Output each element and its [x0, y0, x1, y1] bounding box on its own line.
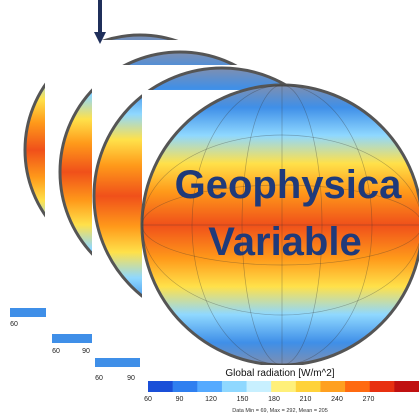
colorbar-segment — [296, 381, 321, 392]
overlay-title: Variable — [208, 220, 361, 264]
tick-label: 150 — [237, 396, 249, 403]
tick-label: 90 — [176, 396, 184, 403]
overlay-title: Geophysica — [175, 163, 403, 207]
tick-label: 60 — [52, 348, 60, 355]
colorbar-segment — [197, 381, 222, 392]
colorbar-strip — [10, 308, 46, 317]
colorbar-segment — [271, 381, 296, 392]
tick-label: 120 — [205, 396, 217, 403]
tick-label: 180 — [268, 396, 280, 403]
colorbar-stats: Data Min = 69, Max = 292, Mean = 205 — [232, 408, 328, 414]
colorbar-segment — [222, 381, 247, 392]
colorbar-segment — [148, 381, 173, 392]
colorbar-segment — [173, 381, 198, 392]
scene: 60 60 90 60 90 Global radiation [W/m^2] … — [0, 0, 419, 416]
tick-label: 240 — [331, 396, 343, 403]
colorbar-segment — [370, 381, 395, 392]
tick-label: 60 — [95, 375, 103, 382]
tick-label: 210 — [300, 396, 312, 403]
colorbar-segment — [320, 381, 345, 392]
colorbar-label: Global radiation [W/m^2] — [225, 368, 334, 379]
colorbar-strip — [95, 358, 140, 367]
tick-label: 60 — [144, 396, 152, 403]
tick-label: 60 — [10, 321, 18, 328]
tick-label: 90 — [127, 375, 135, 382]
tick-label: 90 — [82, 348, 90, 355]
colorbar-segment — [345, 381, 370, 392]
colorbar-segment — [394, 381, 419, 392]
tick-label: 270 — [363, 396, 375, 403]
colorbar-segment — [247, 381, 272, 392]
colorbar-strip — [52, 334, 92, 343]
